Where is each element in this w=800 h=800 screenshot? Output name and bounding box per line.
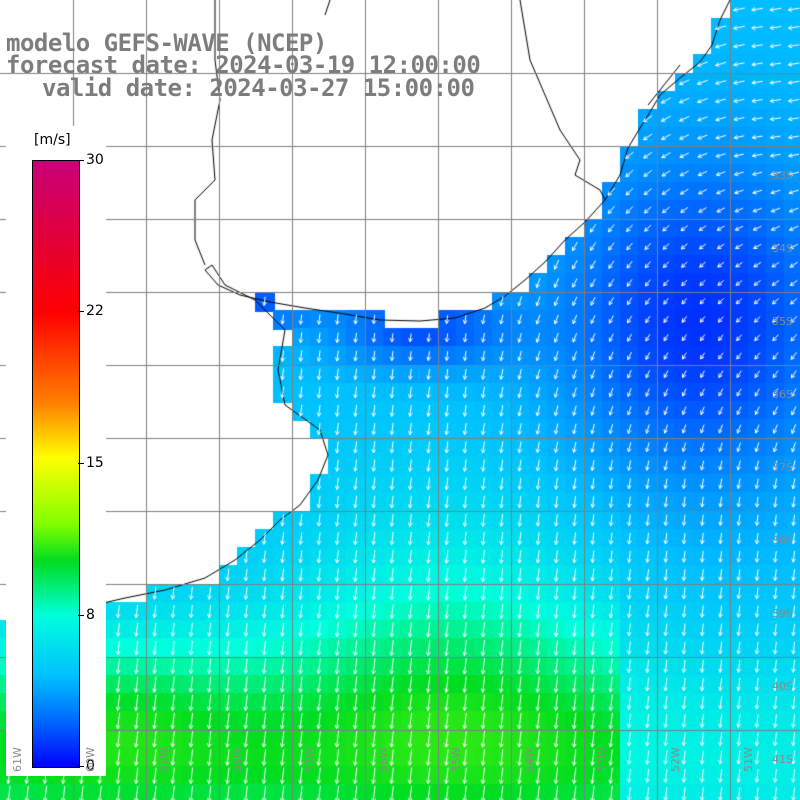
lon-label: 57W xyxy=(304,747,317,772)
colorbar-tick-label: 22 xyxy=(86,303,104,319)
colorbar-tickmark xyxy=(78,615,84,616)
colorbar-tickmark xyxy=(78,311,84,312)
colorbar: [m/s] 30 22 15 8 0 xyxy=(6,126,106,776)
lat-label: 36S xyxy=(772,388,793,401)
lon-label: 53W xyxy=(596,747,609,772)
lat-label: 34S xyxy=(772,242,793,255)
lat-label: 41S xyxy=(772,753,793,766)
valid-date: valid date: 2024-03-27 15:00:00 xyxy=(42,74,475,102)
colorbar-tick-label: 15 xyxy=(86,455,104,471)
lon-label: 55W xyxy=(450,747,463,772)
lat-label: 33S xyxy=(772,169,793,182)
lon-label: 52W xyxy=(669,747,682,772)
colorbar-tickmark xyxy=(78,160,84,161)
colorbar-gradient xyxy=(32,160,80,768)
lon-label: 59W xyxy=(157,747,170,772)
colorbar-units: [m/s] xyxy=(34,132,71,148)
lat-label: 39S xyxy=(772,607,793,620)
lat-label: 38S xyxy=(772,534,793,547)
model-title: modelo GEFS-WAVE (NCEP) xyxy=(6,29,327,57)
colorbar-tick-label: 30 xyxy=(86,152,104,168)
lon-label: 56W xyxy=(377,747,390,772)
lon-label: 60W xyxy=(84,747,97,772)
lat-label: 37S xyxy=(772,461,793,474)
lon-label: 51W xyxy=(742,747,755,772)
lat-label: 35S xyxy=(772,315,793,328)
colorbar-tick-label: 0 xyxy=(86,758,95,774)
lon-label: 54W xyxy=(523,747,536,772)
colorbar-tickmark xyxy=(78,463,84,464)
forecast-date: forecast date: 2024-03-19 12:00:00 xyxy=(6,51,481,79)
lon-label: 61W xyxy=(11,747,24,772)
lat-label: 40S xyxy=(772,680,793,693)
lon-label: 58W xyxy=(231,747,244,772)
colorbar-tickmark xyxy=(78,766,84,767)
colorbar-tick-label: 8 xyxy=(86,607,95,623)
